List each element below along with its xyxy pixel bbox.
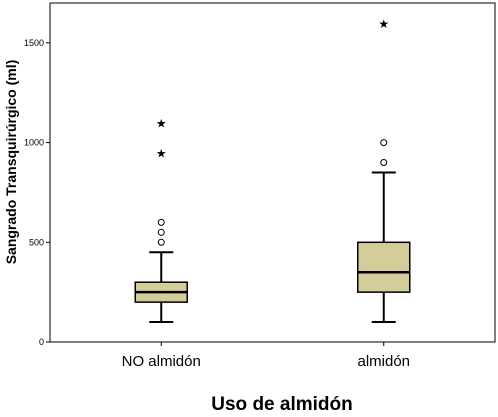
y-axis: 0 500 1000 1500 bbox=[24, 38, 50, 347]
extreme-point: ★ bbox=[156, 147, 167, 161]
box-group: ★★ bbox=[134, 117, 188, 324]
x-tick-label: almidón bbox=[357, 353, 410, 370]
extreme-point: ★ bbox=[156, 117, 167, 131]
y-tick-label: 1500 bbox=[24, 38, 44, 48]
outlier-point bbox=[157, 218, 165, 226]
outlier-point bbox=[380, 159, 388, 167]
y-tick-label: 0 bbox=[39, 337, 44, 347]
x-axis: NO almidón almidón bbox=[122, 342, 410, 370]
y-tick-label: 1000 bbox=[24, 138, 44, 148]
boxes: ★★★ bbox=[134, 17, 411, 324]
x-tick-label: NO almidón bbox=[122, 353, 201, 370]
plot-border bbox=[49, 2, 496, 343]
y-tick-label: 500 bbox=[29, 237, 44, 247]
outlier-point bbox=[157, 238, 165, 246]
box-group: ★ bbox=[357, 17, 411, 324]
plot-frame bbox=[49, 2, 496, 343]
y-axis-title: Sangrado Transquirúrgico (ml) bbox=[3, 60, 19, 265]
outlier-point bbox=[380, 139, 388, 147]
extreme-point: ★ bbox=[378, 17, 389, 31]
x-axis-title: Uso de almidón bbox=[211, 394, 352, 415]
box-iqr bbox=[357, 241, 411, 293]
outlier-point bbox=[157, 228, 165, 236]
